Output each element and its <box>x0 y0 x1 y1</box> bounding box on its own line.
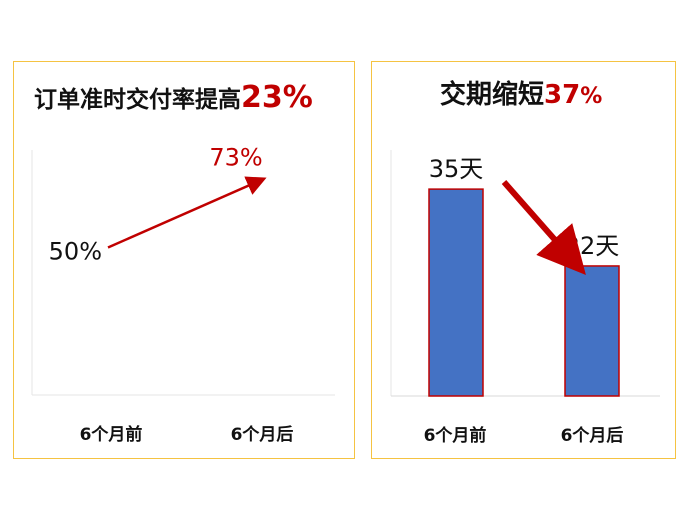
data-label-after: 73% <box>209 144 262 172</box>
bar <box>428 188 484 397</box>
right-chart-panel <box>371 61 676 459</box>
x-tick-label: 6个月后 <box>231 424 294 445</box>
trend-arrow-line <box>107 176 267 249</box>
bar-value-label: 35天 <box>429 155 484 183</box>
x-tick-label: 6个月前 <box>424 425 487 446</box>
left-line-chart: 50% 73% 6个月前 6个月后 <box>31 144 335 445</box>
left-title-highlight: 23% <box>241 80 313 115</box>
bar <box>564 265 620 397</box>
x-tick-label: 6个月前 <box>80 424 143 445</box>
decrease-arrow <box>501 180 586 276</box>
right-title-highlight: 37 <box>544 80 581 110</box>
right-chart-title: 交期缩短37% <box>440 74 602 111</box>
right-title-text: 交期缩短 <box>440 80 545 110</box>
left-chart-title: 订单准时交付率提高23% <box>34 80 313 115</box>
right-title-percent: % <box>580 84 603 109</box>
x-tick-label: 6个月后 <box>561 425 624 446</box>
left-chart-panel <box>13 61 355 459</box>
data-label-before: 50% <box>49 238 102 266</box>
left-title-text: 订单准时交付率提高 <box>34 87 241 113</box>
